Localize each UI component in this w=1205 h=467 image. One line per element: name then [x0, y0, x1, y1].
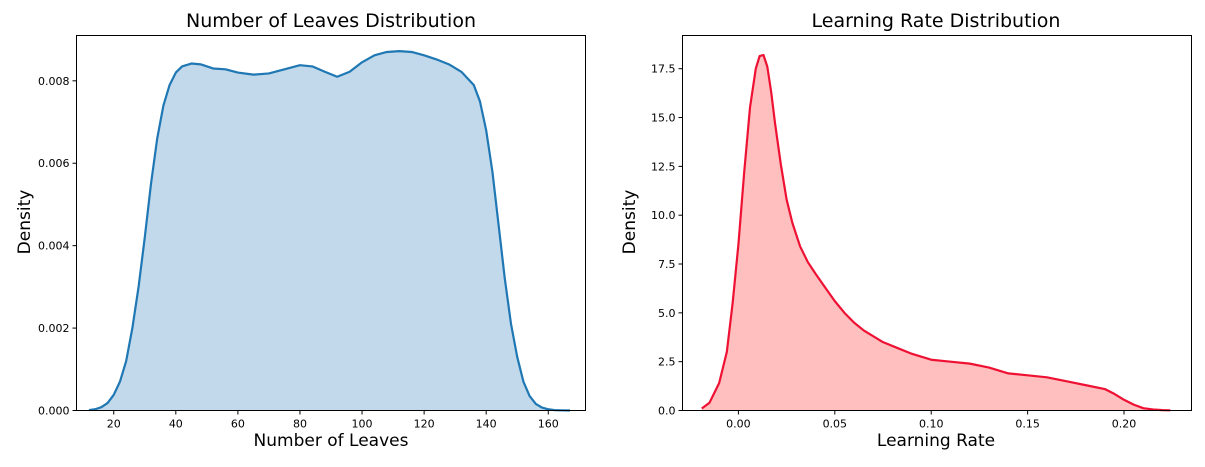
- x-tick-label: 20: [107, 418, 121, 431]
- y-axis-label: Density: [620, 190, 640, 255]
- y-tick-label: 0.002: [38, 322, 70, 335]
- leaves-density-plot: Number of Leaves Distribution Density Nu…: [15, 10, 586, 451]
- x-tick-label: 0.00: [726, 418, 751, 431]
- x-axis-label: Number of Leaves: [254, 431, 409, 451]
- plot-marks: [701, 53, 1171, 412]
- y-tick-label: 0.0: [658, 405, 676, 418]
- density-area: [701, 55, 1171, 411]
- y-tick-label: 0.004: [38, 240, 70, 253]
- x-tick-label: 0.05: [823, 418, 848, 431]
- y-tick-label: 12.5: [651, 160, 676, 173]
- x-axis-label: Learning Rate: [877, 431, 995, 451]
- x-tick-label: 0.10: [919, 418, 944, 431]
- density-line: [701, 53, 1171, 412]
- y-axis: 0.000 0.002 0.004 0.006 0.008: [38, 75, 77, 418]
- x-tick-label: 120: [414, 418, 435, 431]
- x-tick-label: 160: [538, 418, 559, 431]
- y-tick-label: 15.0: [651, 112, 676, 125]
- y-axis-label: Density: [15, 190, 35, 255]
- x-tick-label: 0.20: [1112, 418, 1137, 431]
- y-tick-label: 0.006: [38, 157, 70, 170]
- density-area: [88, 51, 570, 411]
- y-tick-label: 0.008: [38, 75, 70, 88]
- y-axis: 0.0 2.5 5.0 7.5 10.0 12.5 15.0 17.5: [651, 63, 683, 418]
- y-tick-label: 17.5: [651, 63, 676, 76]
- plot-marks: [88, 50, 571, 412]
- x-tick-label: 80: [293, 418, 307, 431]
- x-tick-label: 60: [231, 418, 245, 431]
- learning-rate-density-plot: Learning Rate Distribution Density Learn…: [620, 10, 1192, 451]
- y-tick-label: 7.5: [658, 258, 676, 271]
- x-tick-label: 100: [352, 418, 373, 431]
- density-line: [88, 50, 571, 412]
- chart-title: Number of Leaves Distribution: [186, 10, 476, 32]
- chart-title: Learning Rate Distribution: [812, 10, 1061, 32]
- y-tick-label: 10.0: [651, 209, 676, 222]
- plot-frame: [682, 35, 1192, 411]
- y-tick-label: 0.000: [38, 405, 70, 418]
- x-axis: 0.00 0.05 0.10 0.15 0.20: [726, 410, 1137, 431]
- plot-frame: [76, 35, 586, 411]
- y-tick-label: 2.5: [658, 356, 676, 369]
- x-tick-label: 0.15: [1015, 418, 1040, 431]
- y-tick-label: 5.0: [658, 307, 676, 320]
- x-axis: 20 40 60 80 100 120 140 160: [107, 410, 559, 431]
- x-tick-label: 40: [169, 418, 183, 431]
- x-tick-label: 140: [476, 418, 497, 431]
